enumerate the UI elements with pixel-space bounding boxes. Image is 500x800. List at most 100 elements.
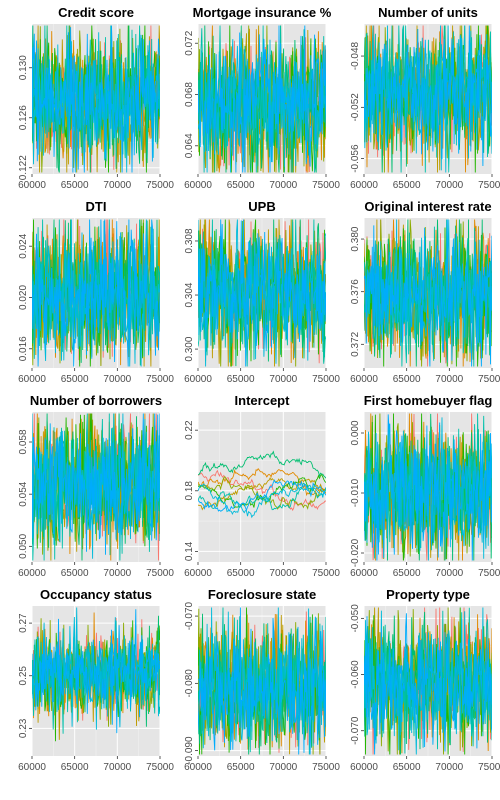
x-tick-label: 60000 (18, 180, 46, 191)
x-tick-label: 60000 (18, 374, 46, 385)
x-tick-label: 65000 (61, 180, 89, 191)
y-tick-label: 0.054 (18, 481, 29, 506)
x-tick-label: 60000 (184, 374, 212, 385)
y-tick-label: 0.304 (184, 282, 195, 307)
panel-occupancy-status: Occupancy status 0.23 0.25 0.27 60000 65000 70… (18, 587, 174, 773)
x-tick-label: 70000 (435, 374, 463, 385)
y-tick-label: -0.020 (350, 538, 361, 567)
x-tick-label: 70000 (103, 568, 131, 579)
y-tick-label: 0.300 (184, 336, 195, 361)
y-tick-label: -0.052 (350, 93, 361, 122)
y-tick-label: -0.010 (350, 478, 361, 507)
series-line (198, 25, 326, 173)
x-tick-label: 75000 (478, 762, 500, 773)
panel-number-of-borrowers: Number of borrowers 0.050 0.054 0.058 60000 6… (18, 393, 174, 579)
y-tick-label: -0.060 (350, 660, 361, 689)
y-tick-label: 0.130 (18, 55, 29, 80)
x-tick-label: 75000 (478, 374, 500, 385)
y-tick-label: -0.090 (184, 736, 195, 765)
x-tick-label: 75000 (312, 374, 340, 385)
y-tick-label: 0.072 (184, 30, 195, 55)
x-tick-label: 70000 (103, 762, 131, 773)
x-tick-label: 65000 (61, 762, 89, 773)
x-tick-label: 65000 (61, 374, 89, 385)
series-line (198, 219, 326, 367)
y-tick-label: 0.126 (18, 105, 29, 130)
series-line (198, 483, 326, 519)
y-tick-label: 0.050 (18, 533, 29, 558)
panel-original-interest-rate: Original interest rate 0.372 0.376 0.380 600… (350, 199, 500, 385)
x-tick-label: 70000 (269, 180, 297, 191)
panel-title: Number of borrowers (30, 393, 162, 408)
series-line (364, 219, 492, 367)
panel-number-of-units: Number of units -0.056 -0.052 -0.048 60000 65… (350, 5, 500, 191)
panel-title: Intercept (235, 393, 291, 408)
x-tick-label: 60000 (184, 180, 212, 191)
x-tick-label: 75000 (478, 568, 500, 579)
panel-title: Foreclosure state (208, 587, 316, 602)
x-tick-label: 65000 (227, 180, 255, 191)
y-tick-label: 0.020 (18, 285, 29, 310)
y-tick-label: -0.070 (184, 601, 195, 630)
x-tick-label: 65000 (393, 180, 421, 191)
panel-title: Occupancy status (40, 587, 152, 602)
x-tick-label: 75000 (146, 762, 174, 773)
x-tick-label: 60000 (18, 762, 46, 773)
series-line (198, 468, 326, 497)
panel-title: Original interest rate (364, 199, 491, 214)
x-tick-label: 75000 (312, 180, 340, 191)
y-tick-label: 0.14 (184, 541, 195, 561)
panel-title: DTI (86, 199, 107, 214)
series-line (32, 219, 160, 367)
x-tick-label: 75000 (146, 568, 174, 579)
panel-dti: DTI 0.016 0.020 0.024 60000 65000 70000 75000 (18, 199, 174, 385)
series-line (32, 25, 160, 173)
panel-title: Number of units (378, 5, 478, 20)
y-tick-label: 0.024 (18, 233, 29, 258)
y-tick-label: 0.25 (18, 666, 29, 686)
x-tick-label: 75000 (478, 180, 500, 191)
y-tick-label: 0.380 (350, 226, 361, 251)
panel-title: First homebuyer flag (364, 393, 493, 408)
series-line (32, 607, 160, 730)
panel-upb: UPB 0.300 0.304 0.308 60000 65000 70000 75000 (184, 199, 340, 385)
x-tick-label: 65000 (393, 568, 421, 579)
y-tick-label: 0.064 (184, 133, 195, 158)
x-tick-label: 70000 (269, 374, 297, 385)
x-tick-label: 70000 (103, 180, 131, 191)
x-tick-label: 65000 (227, 374, 255, 385)
panel-mortgage-insurance-: Mortgage insurance % 0.064 0.068 0.072 60000… (184, 5, 340, 191)
series-line (198, 469, 326, 512)
x-tick-label: 65000 (227, 568, 255, 579)
y-tick-label: 0.016 (18, 336, 29, 361)
series-line (198, 450, 326, 479)
y-tick-label: 0.308 (184, 228, 195, 253)
series-line (32, 219, 160, 366)
x-tick-label: 75000 (312, 568, 340, 579)
panel-title: Credit score (58, 5, 134, 20)
x-tick-label: 70000 (269, 762, 297, 773)
series-line (32, 609, 160, 734)
series-line (364, 613, 492, 755)
x-tick-label: 60000 (18, 568, 46, 579)
x-tick-label: 70000 (435, 762, 463, 773)
panel-property-type: Property type -0.070 -0.060 -0.050 60000 6500… (350, 587, 500, 773)
y-tick-label: -0.080 (184, 669, 195, 698)
y-tick-label: 0.23 (18, 718, 29, 738)
series-line (32, 413, 160, 555)
x-tick-label: 65000 (227, 762, 255, 773)
series-line (198, 476, 326, 511)
y-tick-label: -0.050 (350, 604, 361, 633)
y-tick-label: -0.056 (350, 144, 361, 173)
y-tick-label: 0.372 (350, 331, 361, 356)
series-line (198, 607, 326, 755)
x-tick-label: 65000 (61, 568, 89, 579)
y-tick-label: -0.070 (350, 716, 361, 745)
x-tick-label: 70000 (435, 180, 463, 191)
x-tick-label: 70000 (269, 568, 297, 579)
y-tick-label: 0.376 (350, 279, 361, 304)
series-line (198, 479, 326, 512)
panel-title: UPB (248, 199, 275, 214)
x-tick-label: 70000 (435, 568, 463, 579)
